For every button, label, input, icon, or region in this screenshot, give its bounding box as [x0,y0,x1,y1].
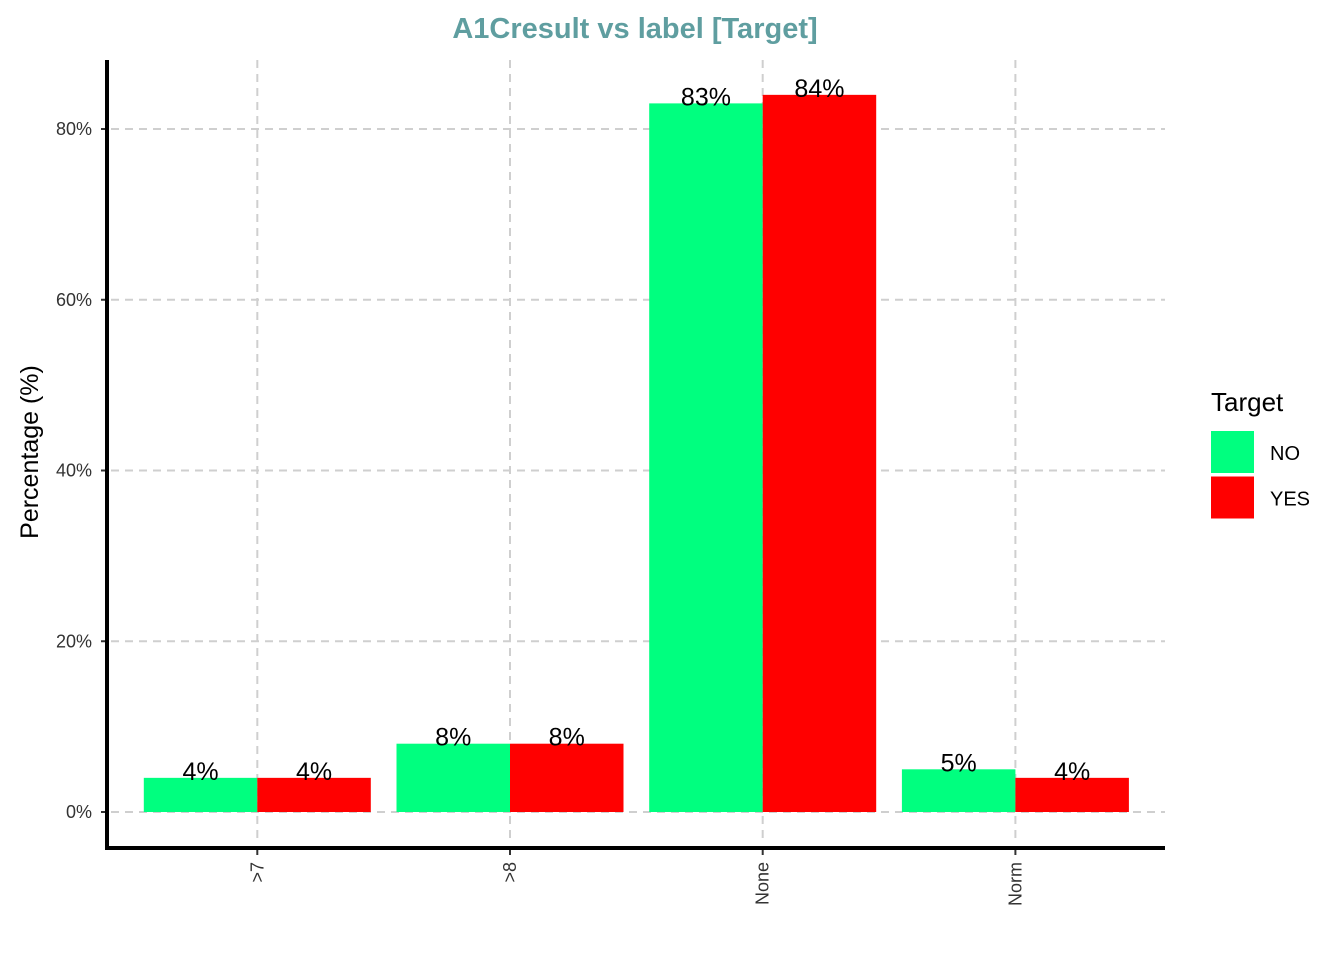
legend-key-no [1211,431,1254,473]
legend-title: Target [1211,387,1284,417]
bars [143,94,1129,813]
data-label: 4% [296,758,332,786]
y-tick-label: 40% [56,461,92,481]
data-label: 8% [435,724,471,752]
data-label: 8% [549,724,585,752]
data-label: 83% [681,83,731,111]
data-label: 84% [794,75,844,103]
bar-yes-norm [1015,777,1129,812]
bar-yes-7 [257,777,371,812]
y-tick-label: 80% [56,119,92,139]
y-tick-label: 0% [66,802,92,822]
bar-no-7 [143,777,258,812]
data-labels: 4% 8% 83% 5% 4% 8% 84% 4% [182,75,1090,786]
legend: Target NO YES [1211,387,1310,519]
legend-label-no: NO [1270,443,1300,465]
axes: 0% 20% 40% 60% 80% >7 >8 None Norm [56,60,1165,906]
bar-no-8 [396,743,510,812]
grid-layer [111,60,1165,844]
bar-no-norm [901,769,1016,812]
legend-label-yes: YES [1270,489,1310,511]
y-axis-label: Percentage (%) [16,365,44,539]
chart-title: A1Cresult vs label [Target] [452,13,817,45]
y-tick-label: 60% [56,290,92,310]
x-tick-label: Norm [1005,862,1025,906]
bar-yes-none [762,94,877,813]
x-tick-label: >7 [247,862,267,883]
data-label: 4% [1054,758,1090,786]
bar-yes-8 [510,743,624,812]
legend-key-yes [1211,476,1254,519]
data-label: 5% [941,749,977,777]
x-tick-label: None [753,862,773,905]
y-tick-label: 20% [56,631,92,651]
x-tick-label: >8 [500,862,520,883]
bar-no-none [649,103,763,812]
data-label: 4% [182,758,218,786]
